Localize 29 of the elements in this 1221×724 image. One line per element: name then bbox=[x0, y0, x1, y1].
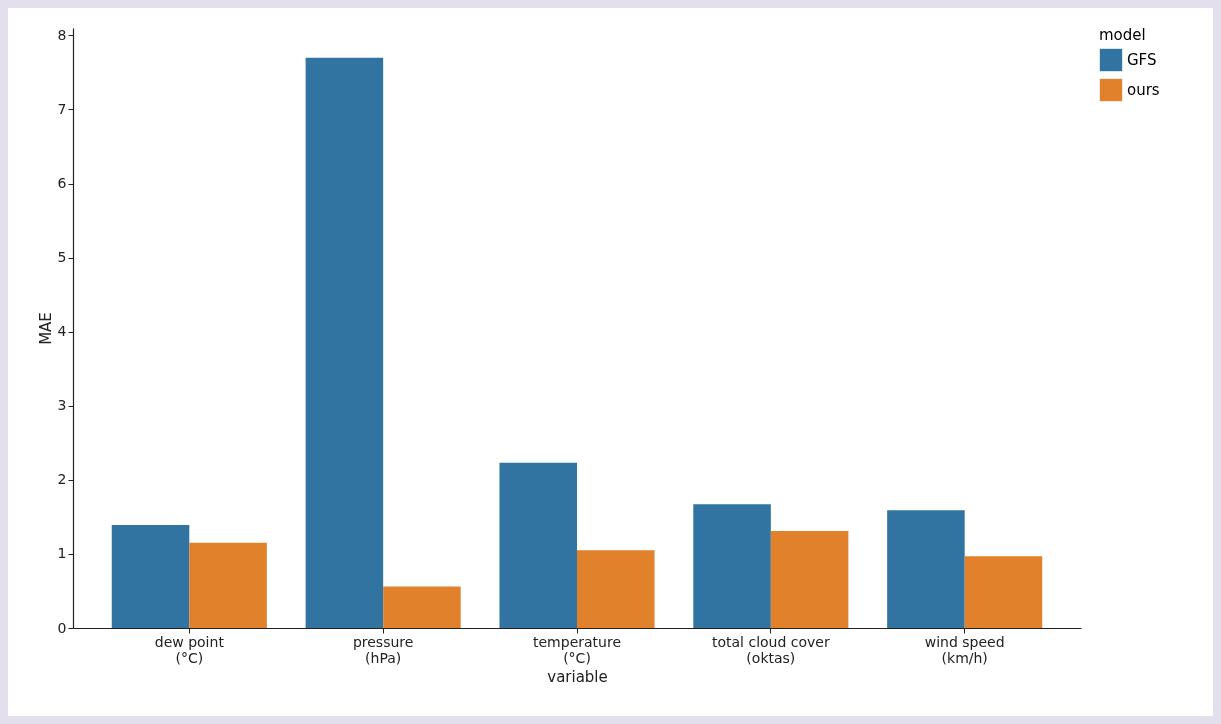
x-tick-label: total cloud cover (oktas) bbox=[711, 633, 830, 666]
x-tick-label: dew point (°C) bbox=[154, 633, 225, 666]
bar bbox=[383, 586, 461, 628]
bar bbox=[189, 542, 267, 628]
bar bbox=[577, 550, 655, 628]
y-axis-title: MAE bbox=[36, 312, 55, 345]
bar bbox=[693, 504, 771, 628]
legend-title: model bbox=[1099, 26, 1146, 44]
x-tick-label: pressure (hPa) bbox=[352, 633, 414, 666]
y-tick-label: 3 bbox=[57, 397, 67, 414]
y-tick-label: 8 bbox=[57, 26, 67, 43]
legend-label: ours bbox=[1127, 81, 1160, 99]
bar bbox=[770, 530, 849, 628]
y-tick-label: 1 bbox=[57, 545, 67, 562]
x-axis-title: variable bbox=[547, 667, 608, 686]
bar bbox=[111, 525, 190, 628]
bar bbox=[499, 462, 577, 628]
y-tick-label: 6 bbox=[57, 175, 67, 192]
bar bbox=[305, 57, 384, 628]
y-tick-label: 4 bbox=[57, 323, 67, 340]
y-tick-label: 5 bbox=[57, 249, 67, 266]
bar bbox=[964, 556, 1043, 628]
x-tick-label: temperature (°C) bbox=[533, 633, 621, 666]
legend-label: GFS bbox=[1127, 51, 1157, 69]
y-tick-label: 0 bbox=[57, 619, 67, 636]
bar bbox=[887, 510, 965, 628]
y-tick-label: 7 bbox=[57, 100, 67, 117]
x-tick-label: wind speed (km/h) bbox=[924, 633, 1005, 666]
y-tick-label: 2 bbox=[57, 471, 67, 488]
